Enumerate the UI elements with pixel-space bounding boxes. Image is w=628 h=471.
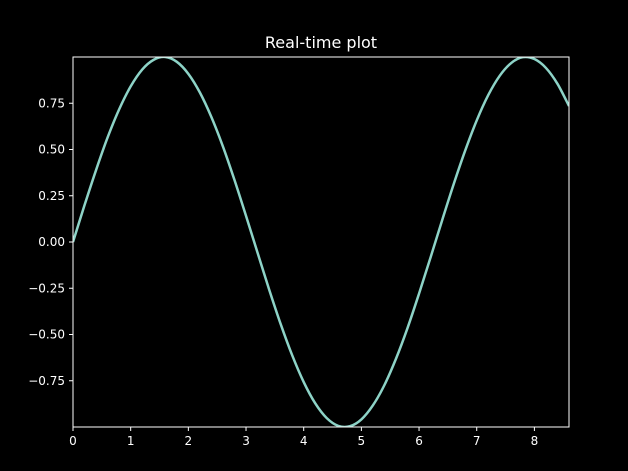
x-tick-label: 4: [300, 434, 308, 448]
series-line-0: [73, 57, 569, 427]
y-tick-label: 0.25: [38, 189, 65, 203]
x-tick-label: 2: [185, 434, 193, 448]
x-tick-label: 3: [242, 434, 250, 448]
x-axis: 0 1 2 3 4 5 6 7 8: [69, 427, 538, 448]
x-tick-label: 7: [473, 434, 481, 448]
y-tick-label: −0.25: [28, 281, 65, 295]
plot-area: [73, 57, 569, 427]
y-tick-label: 0.00: [38, 235, 65, 249]
y-tick-label: −0.50: [28, 328, 65, 342]
y-tick-label: 0.75: [38, 96, 65, 110]
y-axis: −0.75 −0.50 −0.25 0.00 0.25 0.50 0.75: [28, 96, 73, 388]
x-tick-label: 1: [127, 434, 135, 448]
x-tick-label: 5: [358, 434, 366, 448]
y-tick-label: 0.50: [38, 143, 65, 157]
x-tick-label: 0: [69, 434, 77, 448]
chart-title: Real-time plot: [265, 33, 377, 52]
x-tick-label: 6: [415, 434, 423, 448]
x-tick-label: 8: [531, 434, 539, 448]
y-tick-label: −0.75: [28, 374, 65, 388]
